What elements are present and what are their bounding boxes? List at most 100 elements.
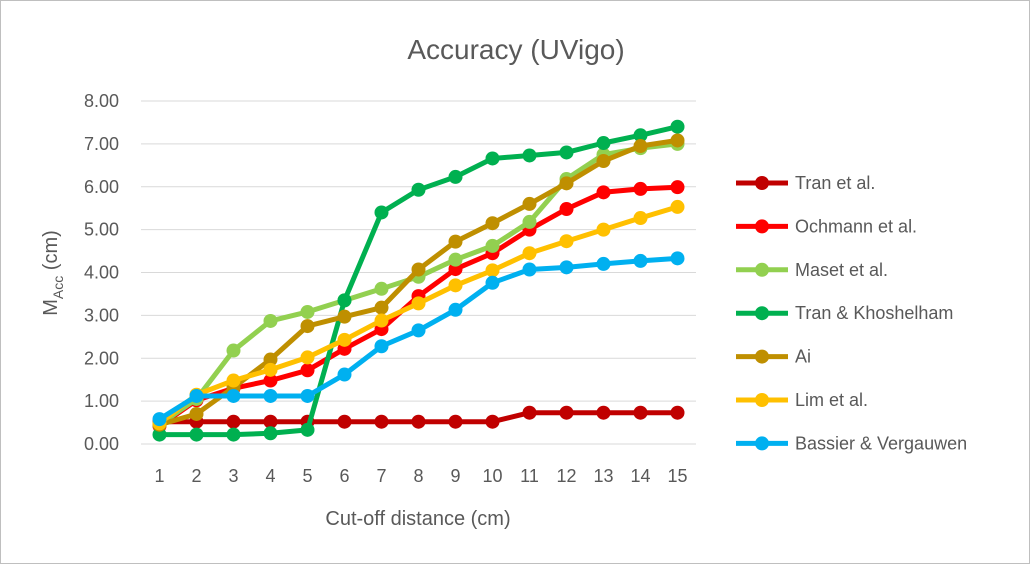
data-point	[300, 388, 315, 403]
legend-swatch-marker	[755, 176, 769, 190]
x-tick-label: 15	[667, 466, 687, 486]
data-point	[337, 414, 352, 429]
data-point	[448, 169, 463, 184]
legend-label: Tran & Khoshelham	[795, 303, 953, 323]
y-tick-label: 3.00	[84, 305, 119, 325]
data-point	[152, 427, 167, 442]
data-point	[374, 339, 389, 354]
legend-swatch-marker	[755, 219, 769, 234]
data-point	[226, 388, 241, 403]
x-tick-label: 12	[556, 466, 576, 486]
data-point	[559, 405, 574, 420]
y-axis-label-sub: Acc	[50, 276, 66, 299]
data-point	[670, 180, 685, 195]
data-point	[300, 319, 315, 334]
data-point	[337, 309, 352, 324]
data-point	[263, 414, 278, 429]
data-point	[485, 263, 500, 278]
series-3	[152, 119, 685, 442]
legend-swatch-marker	[755, 349, 769, 364]
data-point	[337, 332, 352, 347]
data-point	[189, 388, 204, 403]
x-axis-ticks: 1 2 3 4 5 6 7 8 9 10 11 12 13 14 15	[154, 466, 687, 486]
legend-swatch-marker	[755, 436, 769, 451]
data-point	[226, 427, 241, 442]
data-point	[263, 362, 278, 377]
data-point	[559, 234, 574, 249]
series-5	[152, 199, 685, 431]
x-axis-label: Cut-off distance (cm)	[325, 508, 510, 530]
data-point	[633, 211, 648, 226]
data-point	[448, 278, 463, 293]
x-tick-label: 10	[482, 466, 502, 486]
data-point	[522, 262, 537, 277]
data-point	[559, 176, 574, 191]
x-tick-label: 5	[302, 466, 312, 486]
data-point	[263, 373, 278, 388]
data-point	[263, 426, 278, 441]
y-tick-label: 2.00	[84, 348, 119, 368]
y-tick-label: 7.00	[84, 134, 119, 154]
data-point	[226, 414, 241, 429]
data-point	[670, 119, 685, 134]
data-point	[374, 300, 389, 315]
data-point	[337, 293, 352, 308]
data-point	[189, 406, 204, 421]
data-point	[448, 234, 463, 249]
data-point	[300, 350, 315, 365]
data-point	[226, 343, 241, 358]
data-point	[670, 251, 685, 266]
data-point	[559, 145, 574, 160]
x-tick-label: 8	[413, 466, 423, 486]
data-point	[152, 412, 167, 427]
data-point	[633, 405, 648, 420]
data-point	[596, 405, 611, 420]
x-tick-label: 4	[265, 466, 275, 486]
x-tick-label: 9	[450, 466, 460, 486]
data-point	[596, 185, 611, 200]
data-point	[633, 253, 648, 268]
data-point	[300, 363, 315, 378]
x-tick-label: 3	[228, 466, 238, 486]
x-tick-label: 2	[191, 466, 201, 486]
x-tick-label: 6	[339, 466, 349, 486]
legend-item: Lim et al.	[736, 390, 868, 410]
legend-swatch-marker	[755, 393, 769, 407]
y-axis-ticks: 0.00 1.00 2.00 3.00 4.00 5.00 6.00 7.00 8.00	[84, 91, 119, 454]
data-point	[670, 199, 685, 214]
legend-label: Ai	[795, 347, 811, 367]
data-point	[522, 196, 537, 211]
legend-label: Ochmann et al.	[795, 216, 917, 236]
data-point	[411, 323, 426, 338]
legend-item: Bassier & Vergauwen	[736, 433, 967, 453]
x-tick-label: 13	[593, 466, 613, 486]
data-point	[411, 262, 426, 277]
y-tick-label: 6.00	[84, 177, 119, 197]
y-tick-label: 0.00	[84, 434, 119, 454]
data-point	[448, 252, 463, 267]
data-point	[189, 427, 204, 442]
legend-item: Ochmann et al.	[736, 216, 917, 236]
data-point	[374, 205, 389, 220]
data-point	[374, 313, 389, 328]
legend-item: Tran & Khoshelham	[736, 303, 953, 323]
data-point	[670, 133, 685, 148]
data-point	[448, 414, 463, 429]
series-0	[152, 405, 685, 429]
data-point	[485, 238, 500, 253]
y-axis-label-suffix: (cm)	[40, 230, 62, 276]
data-point	[263, 313, 278, 328]
legend-item: Tran et al.	[736, 173, 875, 193]
data-point	[633, 181, 648, 196]
data-point	[374, 281, 389, 296]
data-point	[485, 275, 500, 290]
data-point	[559, 202, 574, 217]
data-point	[522, 405, 537, 420]
legend-label: Maset et al.	[795, 260, 888, 280]
series-6	[152, 251, 685, 427]
data-point	[300, 304, 315, 319]
legend-label: Lim et al.	[795, 390, 868, 410]
data-point	[522, 214, 537, 229]
data-point	[411, 182, 426, 197]
